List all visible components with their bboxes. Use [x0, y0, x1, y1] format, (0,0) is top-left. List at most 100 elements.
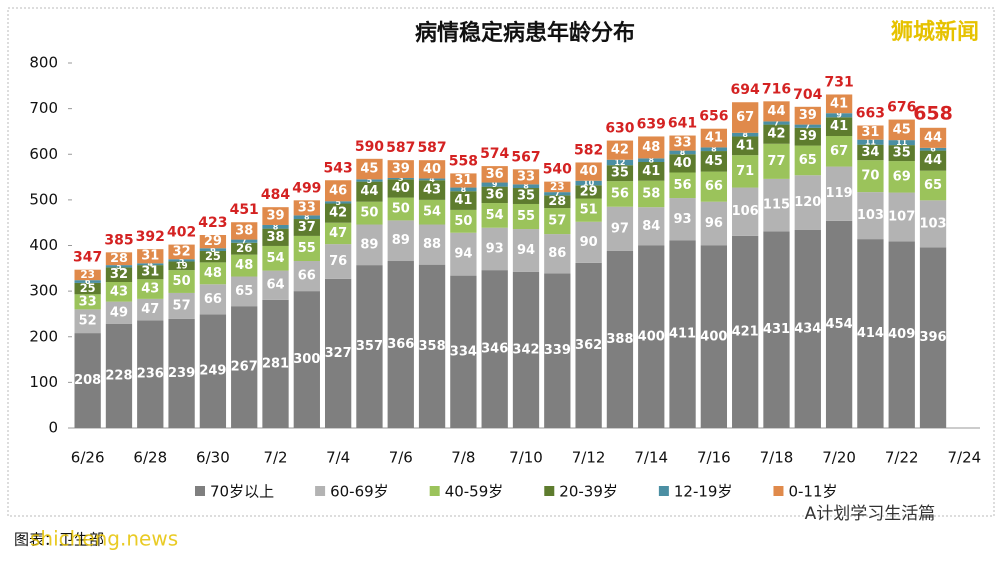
bar-segment — [74, 282, 101, 295]
data-label: 44 — [767, 104, 785, 119]
bar-segment — [606, 181, 634, 207]
data-label: 37 — [298, 220, 316, 235]
data-label: 42 — [611, 143, 629, 158]
data-label: 29 — [204, 234, 222, 249]
bar-segment — [794, 127, 821, 146]
legend-label: 12-19岁 — [674, 483, 733, 501]
data-label: 3 — [398, 174, 404, 183]
data-label: 32 — [110, 267, 128, 282]
data-label: 55 — [298, 241, 316, 256]
bar-segment — [669, 240, 696, 428]
x-tick-label: 7/8 — [451, 449, 475, 467]
legend-swatch — [429, 486, 440, 496]
data-label: 11 — [896, 138, 908, 147]
y-tick-label: 700 — [29, 99, 58, 117]
bar-segment — [544, 208, 571, 235]
bar-segment — [137, 263, 164, 266]
bar-segment — [606, 159, 634, 166]
x-tick-label: 7/12 — [572, 449, 606, 467]
bar-segment — [356, 181, 383, 202]
x-tick-label: 7/20 — [822, 449, 856, 467]
bar-segment — [575, 185, 602, 199]
bar-segment — [638, 207, 665, 246]
data-label: 10 — [583, 178, 595, 187]
bar-segment — [356, 201, 383, 225]
bar-segment — [857, 125, 884, 140]
data-label: 25 — [80, 281, 96, 295]
data-label: 388 — [606, 332, 633, 347]
x-tick-label: 7/2 — [263, 449, 287, 467]
data-label: 94 — [517, 243, 535, 258]
bar-segment — [137, 265, 164, 280]
data-label: 5 — [179, 256, 185, 265]
data-label: 6 — [210, 245, 216, 254]
bar-segment — [450, 173, 477, 188]
total-label: 630 — [605, 121, 634, 137]
data-label: 65 — [924, 178, 942, 193]
data-label: 32 — [173, 244, 191, 259]
data-label: 38 — [266, 230, 284, 245]
data-label: 96 — [705, 216, 723, 231]
data-label: 88 — [423, 237, 441, 252]
bar-segment — [606, 206, 634, 251]
bar-segment — [481, 166, 508, 183]
bar-segment — [888, 161, 915, 193]
bar-segment — [919, 247, 947, 428]
bar-segment — [387, 220, 414, 262]
bar-segment — [606, 140, 634, 160]
data-label: 26 — [236, 241, 253, 255]
data-label: 93 — [486, 241, 504, 256]
bar-segment — [763, 121, 790, 125]
bar-segment — [356, 265, 383, 428]
data-label: 69 — [893, 169, 911, 184]
data-label: 239 — [168, 366, 195, 381]
x-tick-label: 6/28 — [133, 449, 167, 467]
data-label: 8 — [523, 182, 529, 191]
bar-segment — [544, 234, 571, 274]
bar-segment — [262, 224, 289, 229]
total-label: 392 — [136, 229, 165, 245]
bar-segment — [732, 136, 759, 156]
data-label: 106 — [732, 204, 759, 219]
y-tick-label: 500 — [29, 190, 58, 208]
data-label: 6 — [85, 277, 91, 286]
data-label: 40 — [423, 162, 441, 177]
bar-segment — [168, 318, 195, 428]
data-label: 36 — [486, 187, 504, 202]
data-label: 47 — [329, 226, 347, 241]
data-label: 5 — [335, 198, 341, 207]
data-label: 409 — [888, 327, 915, 342]
data-label: 358 — [418, 339, 445, 354]
bar-segment — [794, 229, 821, 428]
data-label: 334 — [450, 344, 477, 359]
data-label: 421 — [732, 324, 759, 339]
data-label: 41 — [736, 138, 754, 153]
data-label: 28 — [548, 194, 566, 209]
total-label: 587 — [386, 140, 415, 156]
total-label: 590 — [355, 139, 384, 155]
bar-segment — [575, 221, 602, 263]
total-label: 558 — [449, 153, 478, 169]
bar-segment — [262, 245, 289, 271]
data-label: 51 — [580, 203, 598, 218]
data-label: 7 — [241, 237, 247, 246]
data-label: 57 — [548, 214, 566, 229]
total-label: 423 — [198, 215, 227, 231]
data-label: 40 — [580, 164, 598, 179]
data-label: 103 — [857, 208, 884, 223]
bar-segment — [74, 269, 101, 281]
total-label: 385 — [104, 232, 133, 248]
bar-segment — [262, 270, 289, 300]
data-label: 362 — [575, 338, 602, 353]
data-label: 339 — [544, 343, 571, 358]
data-label: 342 — [512, 342, 539, 357]
bar-segment — [888, 241, 915, 428]
data-label: 43 — [423, 183, 441, 198]
data-label: 396 — [919, 330, 946, 345]
data-label: 45 — [893, 122, 911, 137]
bar-segment — [919, 127, 947, 148]
legend-label: 20-39岁 — [559, 483, 618, 501]
legend-swatch — [195, 486, 205, 496]
legend-swatch — [544, 486, 555, 496]
bar-segment — [387, 160, 414, 178]
